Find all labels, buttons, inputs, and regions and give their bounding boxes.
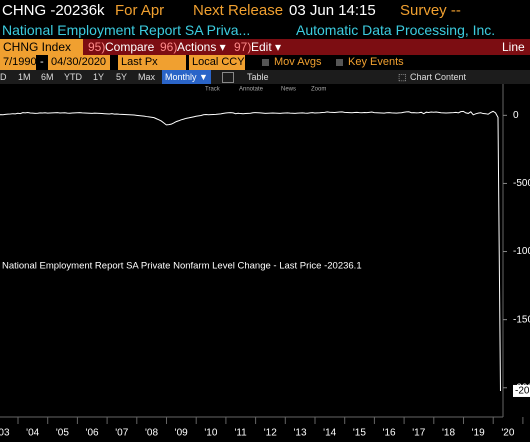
edit[interactable]: Edit ▾ [251,40,282,54]
survey: Survey -- [400,2,461,19]
x-tick-label: '14 [323,428,336,439]
currency[interactable]: Local CCY [189,55,245,70]
compare-key: 95) [88,40,106,54]
series-line [0,110,501,391]
description-row: National Employment Report SA Priva... A… [0,22,530,39]
period: For Apr [115,2,165,19]
x-tick-label: '11 [234,428,247,439]
chart-tool[interactable]: Track [205,87,221,93]
field[interactable]: Last Px [118,55,186,70]
chart-content-icon: ⬚ [398,72,407,82]
actions-key: 96) [160,40,178,54]
actions[interactable]: Actions ▾ [177,40,226,54]
chart-tool[interactable]: News [281,87,296,93]
x-tick-label: '06 [86,428,99,439]
mov-avgs: Mov Avgs [274,56,322,68]
last-value-label: -20236 [515,386,530,397]
x-tick-label: '09 [175,428,188,439]
x-tick-label: '03 [0,428,10,439]
next-release-label: Next Release [193,2,284,19]
range[interactable]: Max [138,72,156,82]
source: Automatic Data Processing, Inc. [296,22,496,38]
chart: Track Annotate News Zoom National Employ… [0,84,530,439]
range-bar: D 1M 6M YTD 1Y 5Y Max Monthly ▼ Table ⬚ … [0,70,530,84]
next-release: 03 Jun 14:15 [289,2,376,19]
header-row: CHNG -20236k For Apr Next Release 03 Jun… [0,0,530,22]
table-button[interactable]: Table [247,72,269,82]
x-tick-label: '05 [56,428,69,439]
controls: 7/1990 - 04/30/2020 Last Px Local CCY Mo… [0,55,530,70]
description: National Employment Report SA Priva... [2,22,251,38]
range[interactable]: 1M [18,72,31,82]
legend-entry: National Employment Report SA Private No… [2,261,362,272]
x-tick-label: '17 [412,428,425,439]
x-tick-label: '16 [383,428,396,439]
x-tick-label: '15 [353,428,366,439]
chart-content[interactable]: Chart Content [410,72,467,82]
x-tick-label: '10 [204,428,217,439]
date-dash: - [40,56,44,68]
y-tick-label: -10000 [513,246,530,257]
range[interactable]: D [0,72,7,82]
range[interactable]: 5Y [116,72,128,82]
x-tick-label: '12 [264,428,277,439]
x-tick-label: '13 [293,428,306,439]
x-tick-label: '19 [472,428,485,439]
x-tick-label: '18 [442,428,455,439]
mov-avgs-checkbox[interactable] [262,59,269,66]
line-button[interactable]: Line [502,40,525,54]
security[interactable]: CHNG Index [0,39,84,55]
range[interactable]: 1Y [93,72,105,82]
range[interactable]: YTD [64,72,82,82]
edit-key: 97) [234,40,252,54]
key-events: Key Events [348,56,404,68]
x-tick-label: '07 [115,428,128,439]
x-tick-label: '04 [26,428,39,439]
x-tick-label: '20 [501,428,514,439]
y-tick-label: -15000 [513,314,530,325]
frequency[interactable]: Monthly ▼ [162,70,211,84]
toolbar: CHNG Index 95) Compare 96) Actions ▾ 97)… [0,39,530,55]
last-value-box [513,384,530,397]
y-tick-label: -5000 [513,178,530,189]
chart-icon[interactable] [222,72,234,83]
chart-tool[interactable]: Annotate [239,87,264,93]
start-date[interactable]: 7/1990 [0,55,37,70]
chart-tool[interactable]: Zoom [311,87,326,93]
x-tick-label: '08 [145,428,158,439]
range[interactable]: 6M [41,72,54,82]
key-events-checkbox[interactable] [336,59,343,66]
compare[interactable]: Compare [105,40,155,54]
end-date[interactable]: 04/30/2020 [48,55,110,70]
ticker: CHNG -20236k [2,2,105,19]
y-tick-label: 0 [513,110,519,121]
